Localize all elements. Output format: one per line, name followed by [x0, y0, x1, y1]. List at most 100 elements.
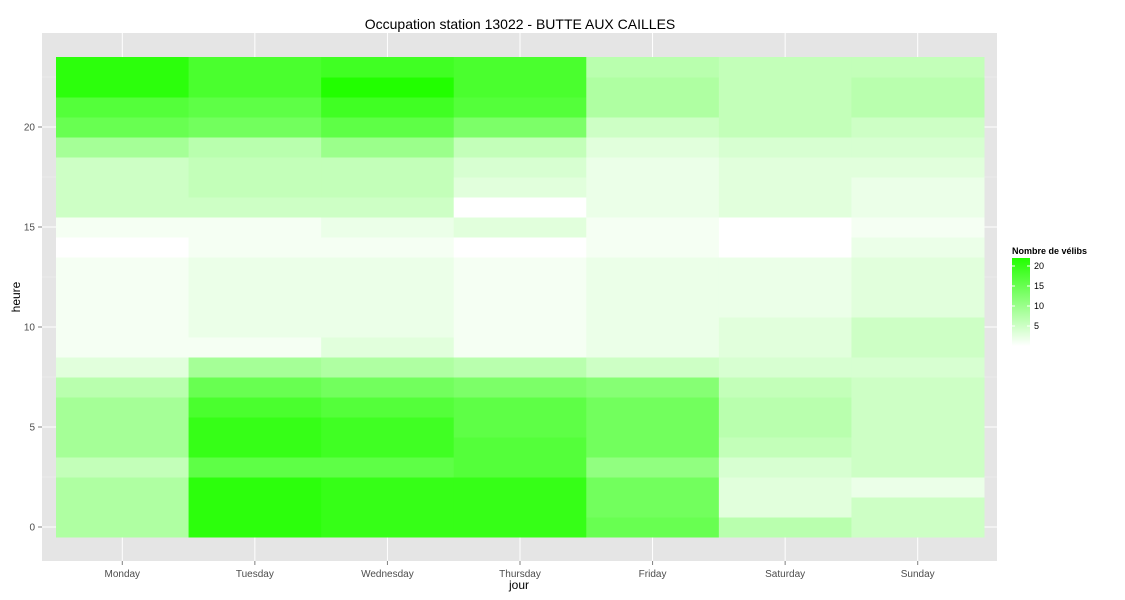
- y-tick-label: 0: [29, 523, 35, 534]
- heatmap-cell: [851, 457, 985, 478]
- heatmap-cell: [321, 117, 455, 138]
- heatmap-cell: [718, 317, 852, 338]
- heatmap-cell: [851, 277, 985, 298]
- heatmap-cell: [453, 77, 587, 98]
- heatmap-cell: [56, 237, 190, 258]
- heatmap-cell: [321, 237, 455, 258]
- heatmap-cell: [851, 197, 985, 218]
- heatmap-cell: [586, 477, 720, 498]
- heatmap-cell: [188, 57, 322, 78]
- heatmap-cell: [453, 177, 587, 198]
- heatmap-cell: [586, 317, 720, 338]
- heatmap-cell: [321, 417, 455, 438]
- heatmap-cell: [586, 297, 720, 318]
- heatmap-cell: [56, 277, 190, 298]
- heatmap-cell: [586, 457, 720, 478]
- heatmap-cell: [56, 57, 190, 78]
- heatmap-cell: [586, 417, 720, 438]
- heatmap-cell: [56, 437, 190, 458]
- heatmap-cell: [56, 377, 190, 398]
- heatmap-cell: [188, 377, 322, 398]
- heatmap-cell: [586, 57, 720, 78]
- heatmap-cell: [718, 417, 852, 438]
- heatmap-cell: [321, 157, 455, 178]
- heatmap-cell: [321, 357, 455, 378]
- heatmap-cell: [851, 517, 985, 538]
- x-axis-title: jour: [508, 578, 529, 592]
- heatmap-cell: [718, 257, 852, 278]
- heatmap-cell: [453, 417, 587, 438]
- heatmap-cell: [56, 257, 190, 278]
- heatmap-cell: [188, 137, 322, 158]
- heatmap-cell: [718, 357, 852, 378]
- heatmap-cell: [56, 77, 190, 98]
- x-tick-label: Saturday: [765, 569, 805, 580]
- heatmap-cell: [851, 57, 985, 78]
- heatmap-cell: [718, 77, 852, 98]
- legend-label: 10: [1034, 301, 1044, 311]
- heatmap-cell: [188, 517, 322, 538]
- heatmap-cell: [851, 217, 985, 238]
- y-tick-label: 10: [24, 323, 36, 334]
- heatmap-cell: [718, 197, 852, 218]
- heatmap-cell: [321, 337, 455, 358]
- heatmap-cell: [586, 237, 720, 258]
- heatmap-cell: [453, 157, 587, 178]
- heatmap-cell: [586, 357, 720, 378]
- heatmap-cell: [321, 197, 455, 218]
- heatmap-cell: [718, 477, 852, 498]
- heatmap-cell: [851, 157, 985, 178]
- heatmap-cell: [586, 157, 720, 178]
- heatmap-cell: [56, 317, 190, 338]
- legend: Nombre de vélibs 5 10 15 20: [1012, 246, 1087, 346]
- heatmap-cell: [718, 497, 852, 518]
- heatmap-cell: [56, 197, 190, 218]
- heatmap-cell: [586, 277, 720, 298]
- heatmap-cell: [453, 137, 587, 158]
- heatmap-cell: [851, 477, 985, 498]
- heatmap-cell: [321, 177, 455, 198]
- heatmap-cell: [851, 257, 985, 278]
- heatmap-cell: [453, 497, 587, 518]
- heatmap-cell: [718, 57, 852, 78]
- heatmap-cell: [586, 217, 720, 238]
- heatmap-cell: [718, 437, 852, 458]
- heatmap-cell: [453, 337, 587, 358]
- heatmap-cell: [321, 497, 455, 518]
- heatmap-cell: [188, 97, 322, 118]
- heatmap-cell: [321, 297, 455, 318]
- legend-label: 5: [1034, 321, 1039, 331]
- y-tick-label: 5: [29, 423, 35, 434]
- heatmap-cell: [188, 357, 322, 378]
- heatmap-cell: [718, 217, 852, 238]
- heatmap-cell: [56, 477, 190, 498]
- heatmap-cell: [321, 77, 455, 98]
- heatmap-cell: [321, 377, 455, 398]
- heatmap-cell: [321, 57, 455, 78]
- heatmap-cell: [56, 497, 190, 518]
- heatmap-cell: [851, 377, 985, 398]
- heatmap-cell: [851, 357, 985, 378]
- legend-title: Nombre de vélibs: [1012, 246, 1087, 256]
- heatmap-cell: [453, 317, 587, 338]
- heatmap-cell: [586, 97, 720, 118]
- y-axis: 0 5 10 15 20: [24, 123, 42, 534]
- heatmap-cell: [586, 397, 720, 418]
- heatmap-cell: [56, 157, 190, 178]
- heatmap-cell: [718, 237, 852, 258]
- heatmap-cell: [321, 477, 455, 498]
- heatmap-cell: [453, 97, 587, 118]
- heatmap-cell: [586, 257, 720, 278]
- heatmap-cell: [188, 317, 322, 338]
- heatmap-cell: [188, 457, 322, 478]
- heatmap-cell: [188, 257, 322, 278]
- heatmap-cell: [851, 237, 985, 258]
- heatmap-cell: [851, 417, 985, 438]
- heatmap-cell: [188, 117, 322, 138]
- heatmap-cell: [453, 357, 587, 378]
- heatmap-cell: [586, 137, 720, 158]
- heatmap-cell: [453, 197, 587, 218]
- heatmap-cell: [851, 497, 985, 518]
- heatmap-cell: [586, 497, 720, 518]
- heatmap-cell: [56, 397, 190, 418]
